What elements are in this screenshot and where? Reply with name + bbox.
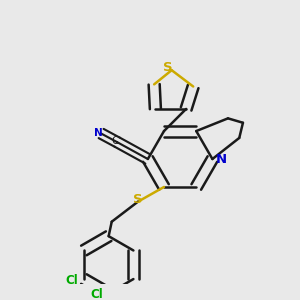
Text: Cl: Cl (66, 274, 79, 287)
Text: Cl: Cl (91, 288, 103, 300)
Text: S: S (163, 61, 173, 74)
Text: N: N (215, 152, 226, 166)
Text: C: C (111, 136, 118, 146)
Text: N: N (94, 128, 103, 138)
Text: S: S (133, 194, 143, 206)
